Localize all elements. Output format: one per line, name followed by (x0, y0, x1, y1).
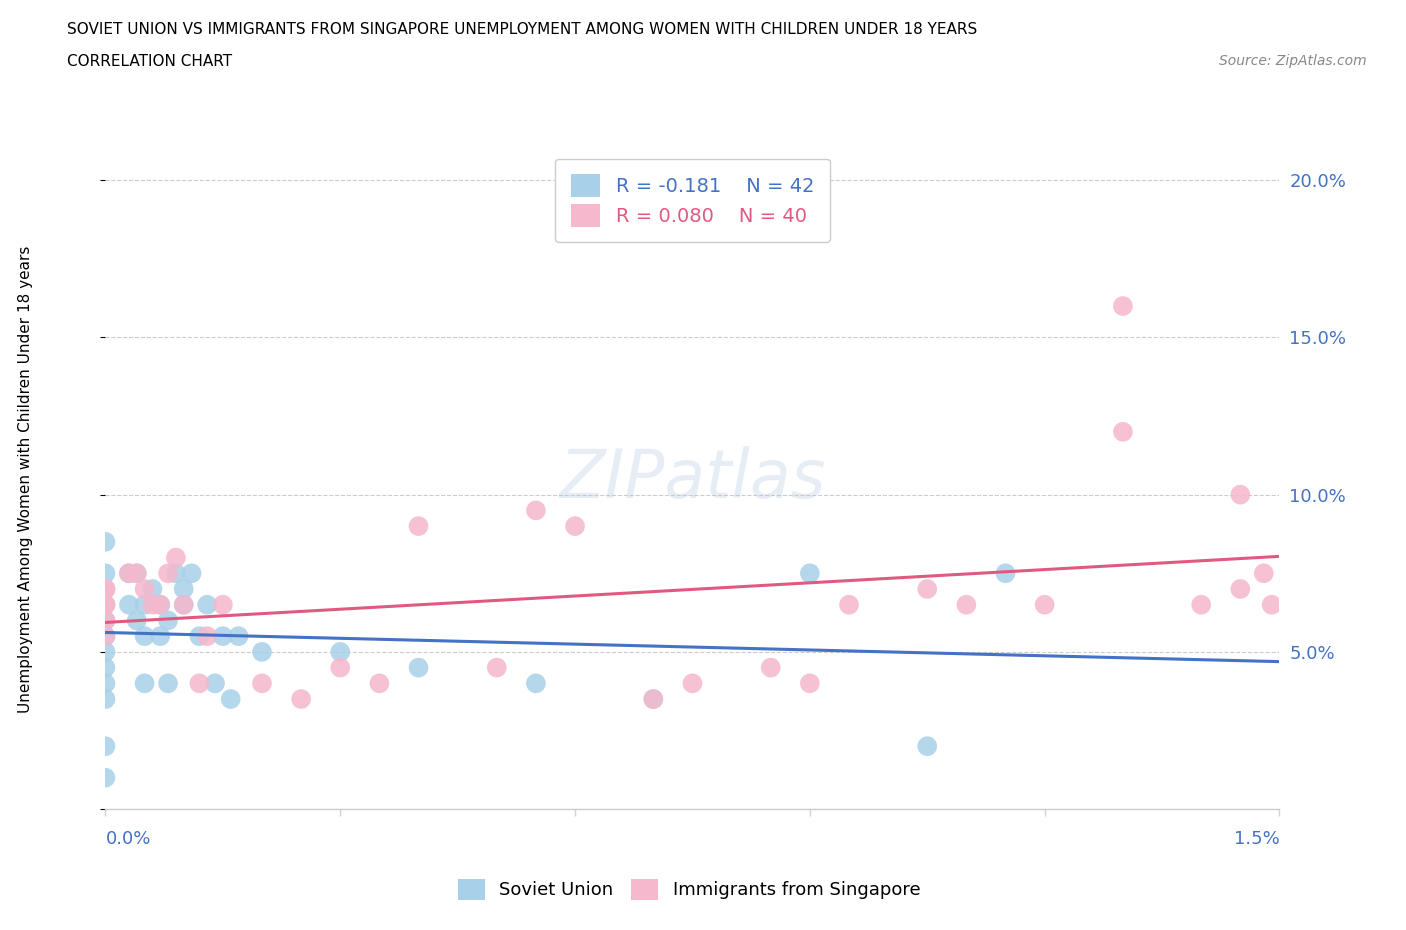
Point (134, 597, 156, 612)
Point (125, 613, 148, 628)
Point (329, 644, 352, 659)
Point (94, 676, 117, 691)
Point (1112, 299, 1135, 313)
Point (180, 565, 202, 580)
Point (134, 581, 156, 596)
Point (195, 629, 218, 644)
Point (134, 676, 156, 691)
Point (682, 676, 704, 691)
Point (94, 597, 117, 612)
Text: 1.5%: 1.5% (1233, 830, 1279, 847)
Point (250, 676, 273, 691)
Legend: R = -0.181    N = 42, R = 0.080    N = 40: R = -0.181 N = 42, R = 0.080 N = 40 (555, 158, 830, 243)
Point (1229, 487, 1251, 502)
Point (290, 692, 312, 707)
Point (94, 692, 117, 707)
Point (118, 597, 141, 612)
Point (408, 519, 430, 534)
Point (94, 597, 117, 612)
Text: SOVIET UNION VS IMMIGRANTS FROM SINGAPORE UNEMPLOYMENT AMONG WOMEN WITH CHILDREN: SOVIET UNION VS IMMIGRANTS FROM SINGAPOR… (67, 22, 977, 37)
Point (157, 613, 180, 628)
Point (643, 692, 665, 707)
Point (204, 676, 226, 691)
Point (1189, 597, 1212, 612)
Point (94, 581, 117, 596)
Point (94, 581, 117, 596)
Point (1253, 565, 1275, 580)
Point (759, 660, 782, 675)
Point (149, 629, 172, 644)
Text: CORRELATION CHART: CORRELATION CHART (67, 54, 232, 69)
Point (157, 565, 180, 580)
Point (94, 597, 117, 612)
Point (211, 597, 233, 612)
Point (94, 629, 117, 644)
Point (994, 565, 1017, 580)
Point (94, 613, 117, 628)
Point (524, 503, 547, 518)
Point (1260, 597, 1282, 612)
Point (917, 738, 939, 753)
Point (94, 644, 117, 659)
Point (94, 770, 117, 785)
Point (188, 629, 211, 644)
Point (955, 597, 977, 612)
Point (94, 629, 117, 644)
Point (485, 660, 508, 675)
Point (165, 565, 187, 580)
Point (250, 644, 273, 659)
Point (173, 597, 195, 612)
Point (195, 597, 218, 612)
Text: 0.0%: 0.0% (105, 830, 150, 847)
Point (141, 581, 163, 596)
Point (134, 629, 156, 644)
Legend: Soviet Union, Immigrants from Singapore: Soviet Union, Immigrants from Singapore (450, 871, 928, 907)
Text: Unemployment Among Women with Children Under 18 years: Unemployment Among Women with Children U… (18, 246, 32, 712)
Point (141, 597, 163, 612)
Point (165, 551, 187, 565)
Point (799, 676, 821, 691)
Point (94, 613, 117, 628)
Point (125, 565, 148, 580)
Point (94, 581, 117, 596)
Point (149, 597, 172, 612)
Point (368, 676, 391, 691)
Point (94, 535, 117, 550)
Point (799, 565, 821, 580)
Point (149, 597, 172, 612)
Point (1033, 597, 1056, 612)
Text: Source: ZipAtlas.com: Source: ZipAtlas.com (1219, 54, 1367, 68)
Point (643, 692, 665, 707)
Point (917, 581, 939, 596)
Point (173, 597, 195, 612)
Point (94, 660, 117, 675)
Point (188, 676, 211, 691)
Point (1229, 581, 1251, 596)
Point (118, 565, 141, 580)
Point (524, 676, 547, 691)
Text: ZIPatlas: ZIPatlas (560, 446, 825, 512)
Point (211, 629, 233, 644)
Point (118, 565, 141, 580)
Point (125, 565, 148, 580)
Point (228, 629, 250, 644)
Point (94, 738, 117, 753)
Point (173, 581, 195, 596)
Point (219, 692, 242, 707)
Point (408, 660, 430, 675)
Point (838, 597, 860, 612)
Point (94, 565, 117, 580)
Point (564, 519, 586, 534)
Point (329, 660, 352, 675)
Point (157, 676, 180, 691)
Point (1112, 424, 1135, 439)
